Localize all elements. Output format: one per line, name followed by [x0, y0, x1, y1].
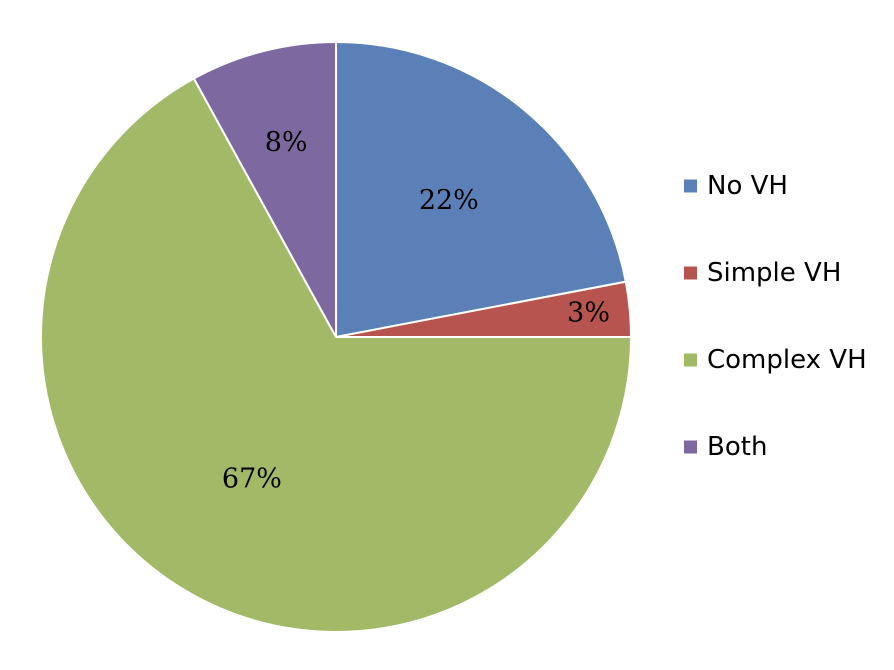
- legend-label-simple-vh: Simple VH: [707, 258, 841, 288]
- pie-slice-both: [192, 40, 337, 338]
- pie-data-labels: 22% 3% 67% 8%: [222, 127, 610, 494]
- data-label-no-vh: 22%: [419, 185, 479, 216]
- legend-swatch-both: [684, 440, 697, 454]
- data-label-simple-vh: 3%: [567, 298, 610, 329]
- data-label-both: 8%: [265, 127, 308, 158]
- legend-swatch-simple-vh: [684, 266, 697, 280]
- legend-swatch-complex-vh: [684, 353, 697, 367]
- legend-label-complex-vh: Complex VH: [707, 345, 867, 375]
- legend-label-no-vh: No VH: [707, 171, 788, 201]
- pie-slices: [40, 40, 633, 633]
- legend-label-both: Both: [707, 432, 767, 462]
- legend-swatch-no-vh: [684, 179, 697, 193]
- chart-legend: No VH Simple VH Complex VH Both: [684, 171, 867, 462]
- data-label-complex-vh: 67%: [222, 464, 282, 495]
- pie-slice-no-vh: [335, 40, 627, 339]
- pie-slice-complex-vh: [40, 77, 633, 633]
